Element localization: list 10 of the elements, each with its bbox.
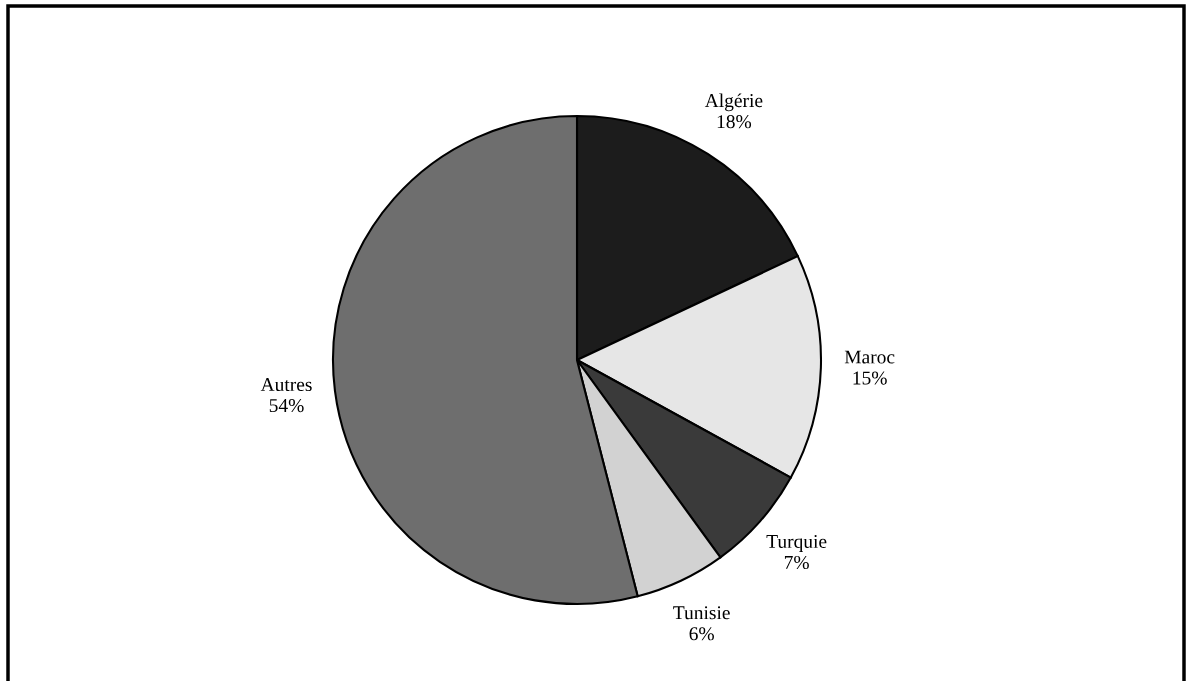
slice-label: Autres xyxy=(260,378,312,392)
data-label: 6% xyxy=(689,627,714,641)
slice-label: Algérie xyxy=(704,93,763,112)
data-label: 15% xyxy=(853,371,887,385)
data-label: 18% xyxy=(717,115,752,129)
slice-label: Maroc xyxy=(844,350,895,364)
slice-label: Tunisie xyxy=(673,606,730,620)
slice-label: Turquie xyxy=(766,534,827,552)
data-label: 7% xyxy=(784,555,809,570)
data-label: 54% xyxy=(269,398,304,413)
